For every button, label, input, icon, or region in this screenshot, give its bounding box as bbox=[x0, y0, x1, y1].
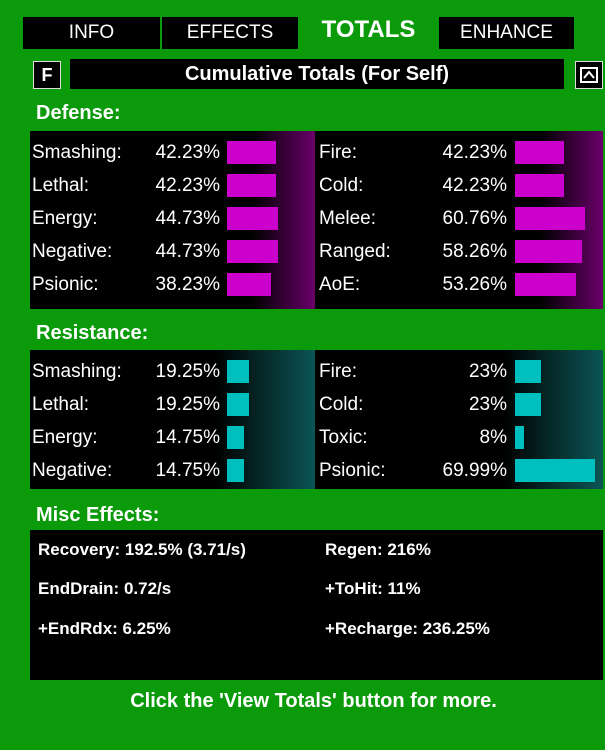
stat-row: Cold: 42.23% bbox=[317, 172, 603, 198]
defense-panel: Smashing: 42.23% Lethal: 42.23% Energy: 44.73… bbox=[30, 131, 603, 309]
stat-row: Lethal: 19.25% bbox=[30, 391, 315, 417]
stat-bar bbox=[515, 459, 596, 482]
stat-bar bbox=[515, 141, 564, 164]
resistance-title: Resistance: bbox=[36, 322, 149, 344]
stat-value: 60.76% bbox=[442, 208, 507, 229]
stat-value: 19.25% bbox=[155, 361, 220, 382]
stat-value: 8% bbox=[479, 427, 507, 448]
stat-row: Fire: 23% bbox=[317, 358, 603, 384]
misc-enddrain: EndDrain: 0.72/s bbox=[38, 579, 172, 598]
stat-value: 53.26% bbox=[442, 274, 507, 295]
resistance-left-column: Smashing: 19.25% Lethal: 19.25% Energy: 14.75… bbox=[30, 350, 315, 489]
stat-row: Smashing: 19.25% bbox=[30, 358, 315, 384]
stat-label: Fire: bbox=[319, 361, 357, 382]
stat-value: 42.23% bbox=[442, 142, 507, 163]
defense-title: Defense: bbox=[36, 102, 121, 124]
tab-effects[interactable]: EFFECTS bbox=[161, 16, 299, 50]
stat-label: Lethal: bbox=[32, 175, 90, 196]
f-button[interactable]: F bbox=[33, 61, 61, 89]
stat-bar bbox=[227, 459, 244, 482]
window-toggle-icon bbox=[580, 67, 598, 83]
stat-bar bbox=[515, 360, 542, 383]
stat-value: 42.23% bbox=[155, 175, 220, 196]
stat-label: Ranged: bbox=[319, 241, 391, 262]
window-toggle-button[interactable] bbox=[575, 61, 603, 89]
misc-recharge: +Recharge: 236.25% bbox=[325, 619, 490, 638]
tab-enhance[interactable]: ENHANCE bbox=[438, 16, 575, 50]
stat-bar bbox=[227, 207, 279, 230]
stat-bar bbox=[515, 426, 525, 449]
stat-row: Energy: 44.73% bbox=[30, 205, 315, 231]
stat-value: 23% bbox=[468, 361, 507, 382]
defense-left-column: Smashing: 42.23% Lethal: 42.23% Energy: 44.73… bbox=[30, 131, 315, 309]
stat-label: Negative: bbox=[32, 460, 113, 481]
stat-row: Lethal: 42.23% bbox=[30, 172, 315, 198]
tab-totals[interactable]: TOTALS bbox=[299, 10, 438, 50]
tab-info[interactable]: INFO bbox=[22, 16, 161, 50]
stat-value: 69.99% bbox=[442, 460, 507, 481]
stat-bar bbox=[227, 141, 276, 164]
stat-bar bbox=[227, 426, 244, 449]
stat-bar bbox=[515, 174, 564, 197]
stat-value: 23% bbox=[468, 394, 507, 415]
stat-value: 14.75% bbox=[155, 460, 220, 481]
stat-bar bbox=[227, 273, 271, 296]
stat-label: Psionic: bbox=[319, 460, 386, 481]
stat-label: Smashing: bbox=[32, 142, 122, 163]
misc-recovery: Recovery: 192.5% (3.71/s) bbox=[38, 540, 246, 559]
stat-bar bbox=[227, 393, 250, 416]
defense-right-column: Fire: 42.23% Cold: 42.23% Melee: 60.76% Ranged… bbox=[317, 131, 603, 309]
stat-label: Fire: bbox=[319, 142, 357, 163]
stat-label: Smashing: bbox=[32, 361, 122, 382]
stat-value: 42.23% bbox=[442, 175, 507, 196]
stat-label: Psionic: bbox=[32, 274, 99, 295]
stat-row: Negative: 44.73% bbox=[30, 238, 315, 264]
stat-label: Cold: bbox=[319, 175, 364, 196]
stat-bar bbox=[515, 207, 585, 230]
stat-value: 58.26% bbox=[442, 241, 507, 262]
resistance-panel: Smashing: 19.25% Lethal: 19.25% Energy: 14.75… bbox=[30, 350, 603, 489]
stat-bar bbox=[227, 240, 279, 263]
stat-value: 19.25% bbox=[155, 394, 220, 415]
stat-row: AoE: 53.26% bbox=[317, 271, 603, 297]
stat-row: Melee: 60.76% bbox=[317, 205, 603, 231]
misc-endrdx: +EndRdx: 6.25% bbox=[38, 619, 171, 638]
resistance-right-column: Fire: 23% Cold: 23% Toxic: 8% Psionic: 69.99% bbox=[317, 350, 603, 489]
stat-label: Negative: bbox=[32, 241, 113, 262]
misc-regen: Regen: 216% bbox=[325, 540, 431, 559]
stat-value: 44.73% bbox=[155, 241, 220, 262]
stat-bar bbox=[515, 393, 542, 416]
stat-bar bbox=[515, 240, 582, 263]
window-title: Cumulative Totals (For Self) bbox=[70, 59, 564, 89]
stat-value: 42.23% bbox=[155, 142, 220, 163]
stat-label: Lethal: bbox=[32, 394, 90, 415]
misc-panel: Recovery: 192.5% (3.71/s) Regen: 216% En… bbox=[30, 530, 603, 680]
stat-label: Melee: bbox=[319, 208, 377, 229]
stat-row: Fire: 42.23% bbox=[317, 139, 603, 165]
stat-label: AoE: bbox=[319, 274, 361, 295]
stat-row: Energy: 14.75% bbox=[30, 424, 315, 450]
stat-value: 44.73% bbox=[155, 208, 220, 229]
stat-row: Cold: 23% bbox=[317, 391, 603, 417]
stat-row: Smashing: 42.23% bbox=[30, 139, 315, 165]
stat-value: 14.75% bbox=[155, 427, 220, 448]
footer-hint: Click the 'View Totals' button for more. bbox=[130, 690, 497, 712]
stat-bar bbox=[227, 174, 276, 197]
stat-label: Cold: bbox=[319, 394, 364, 415]
stat-bar bbox=[515, 273, 577, 296]
stat-bar bbox=[227, 360, 250, 383]
misc-title: Misc Effects: bbox=[36, 504, 160, 526]
stat-value: 38.23% bbox=[155, 274, 220, 295]
tab-bar: INFO EFFECTS TOTALS ENHANCE bbox=[22, 10, 575, 50]
stat-row: Psionic: 69.99% bbox=[317, 457, 603, 483]
stat-label: Toxic: bbox=[319, 427, 368, 448]
stat-row: Negative: 14.75% bbox=[30, 457, 315, 483]
stat-label: Energy: bbox=[32, 208, 98, 229]
stat-row: Psionic: 38.23% bbox=[30, 271, 315, 297]
stat-row: Toxic: 8% bbox=[317, 424, 603, 450]
stat-label: Energy: bbox=[32, 427, 98, 448]
stat-row: Ranged: 58.26% bbox=[317, 238, 603, 264]
misc-tohit: +ToHit: 11% bbox=[325, 579, 421, 598]
